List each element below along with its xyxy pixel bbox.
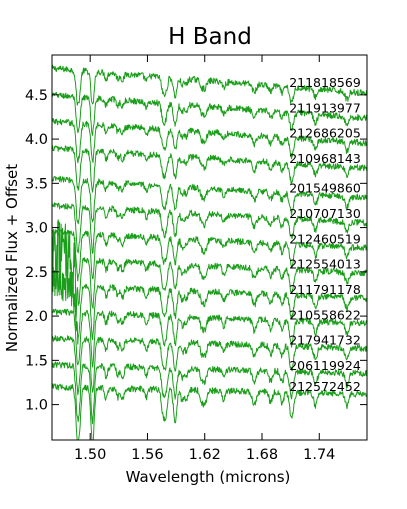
spectrum-series-line xyxy=(52,91,367,136)
y-tick-label: 3.5 xyxy=(25,176,48,192)
series-label-layer: 211818569 211913977 212686205 210968143 2015… xyxy=(289,75,361,394)
spectrum-series-line xyxy=(52,118,367,164)
spectrum-series-line xyxy=(52,335,367,396)
spectrum-series-line xyxy=(52,175,367,225)
y-axis-label: Normalized Flux + Offset xyxy=(3,164,21,352)
y-tick-label: 4.5 xyxy=(25,88,48,104)
x-tick-label: 1.50 xyxy=(74,447,106,463)
series-label: 201549860 xyxy=(289,181,361,196)
series-label: 210707130 xyxy=(289,206,361,221)
series-label: 212554013 xyxy=(289,257,361,272)
y-tick-label: 4.0 xyxy=(25,132,48,148)
plot-frame xyxy=(51,54,368,441)
x-tick-label: 1.74 xyxy=(303,447,335,463)
tick-layer: 1.50 1.56 1.62 1.68 1.74 1.0 1.5 2.0 2.5 3.0 3.5 4.… xyxy=(25,55,367,463)
series-layer xyxy=(52,64,367,440)
series-label: 210968143 xyxy=(289,151,361,166)
spectrum-series-line xyxy=(52,145,367,193)
spectrum-series-line xyxy=(52,64,367,106)
spectrum-series-line xyxy=(52,361,367,425)
series-label: 212686205 xyxy=(289,126,361,141)
series-label: 210558622 xyxy=(289,307,361,322)
spectrum-series-line xyxy=(52,261,367,345)
y-tick-label: 3.0 xyxy=(25,221,48,237)
spectrum-series-line xyxy=(52,219,367,321)
series-label: 212460519 xyxy=(289,231,361,246)
series-label: 211818569 xyxy=(289,75,361,90)
x-tick-label: 1.56 xyxy=(131,447,163,463)
spectrum-series-line xyxy=(52,202,367,254)
y-tick-label: 2.5 xyxy=(25,265,48,281)
y-tick-label: 1.5 xyxy=(25,353,48,369)
y-tick-label: 2.0 xyxy=(25,309,48,325)
x-tick-label: 1.62 xyxy=(189,447,221,463)
series-label: 211913977 xyxy=(289,100,361,115)
y-tick-label: 1.0 xyxy=(25,398,48,414)
series-label: 212572452 xyxy=(289,379,361,394)
spectrum-series-line xyxy=(52,308,367,368)
spectrum-series-line xyxy=(52,229,367,282)
spectrum-series-line xyxy=(52,383,367,440)
series-label: 217941732 xyxy=(289,333,361,348)
x-tick-label: 1.68 xyxy=(246,447,278,463)
x-axis-label: Wavelength (microns) xyxy=(126,468,291,486)
series-label: 211791178 xyxy=(289,282,361,297)
series-label: 206119924 xyxy=(289,358,361,373)
chart-title: H Band xyxy=(168,24,252,50)
